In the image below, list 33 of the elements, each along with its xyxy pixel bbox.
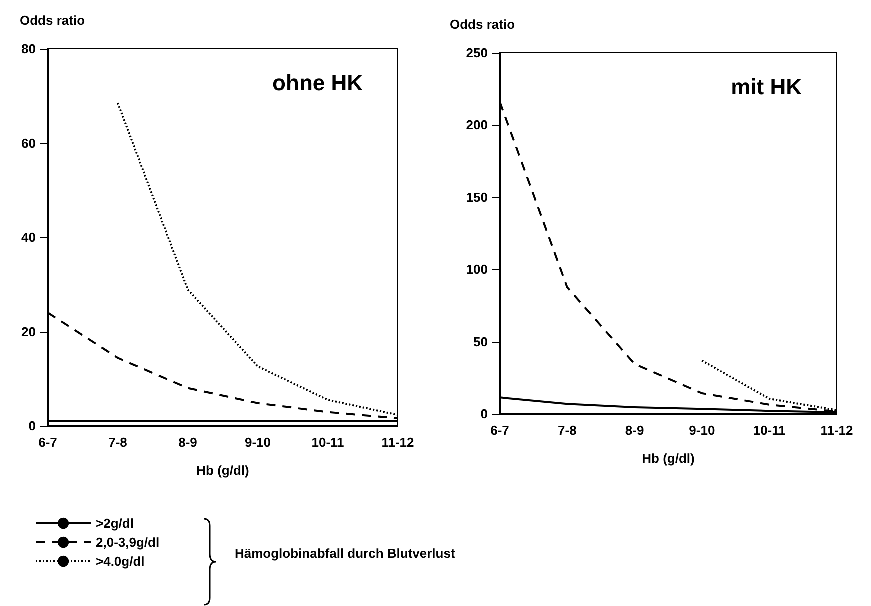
y-tick-label: 200 — [466, 118, 488, 133]
x-tick-label: 6-7 — [38, 435, 58, 450]
y-axis-title: Odds ratio — [20, 13, 86, 28]
legend-label: >4.0g/dl — [96, 554, 145, 569]
y-tick-label: 150 — [466, 190, 488, 205]
y-tick-label: 80 — [22, 42, 36, 56]
x-tick-label: 8-9 — [625, 423, 644, 438]
y-tick-label: 0 — [480, 406, 488, 422]
y-tick-label: 20 — [22, 324, 36, 340]
y-tick-label: 40 — [22, 230, 36, 245]
y-tick-label: 50 — [474, 334, 488, 350]
text: ohne HK — [272, 70, 364, 96]
y-tick-label: 250 — [466, 46, 488, 60]
x-tick-label: 10-11 — [753, 423, 786, 438]
y-axis-title: Odds ratio — [450, 17, 516, 32]
text: mit HK — [731, 74, 802, 100]
x-tick-label: 9-10 — [689, 423, 716, 438]
y-tick-label: 100 — [466, 262, 488, 278]
legend-label: >2g/dl — [96, 516, 134, 531]
legend-label: 2,0-3,9g/dl — [96, 535, 160, 550]
y-tick-label: 0 — [28, 418, 36, 434]
x-tick-label: 6-7 — [490, 423, 510, 438]
x-tick-label: 10-11 — [312, 435, 344, 450]
x-tick-label: 11-12 — [382, 435, 414, 450]
x-tick-label: 9-10 — [244, 435, 272, 450]
x-axis-title: Hb (g/dl) — [196, 463, 250, 478]
x-axis-title: Hb (g/dl) — [642, 451, 695, 466]
x-tick-label: 7-8 — [558, 423, 577, 438]
x-tick-label: 7-8 — [108, 435, 128, 450]
x-tick-label: 11-12 — [820, 423, 854, 438]
legend-title: Hämoglobinabfall durch Blutverlust — [235, 546, 456, 561]
y-tick-label: 60 — [22, 136, 36, 151]
x-tick-label: 8-9 — [178, 435, 198, 450]
